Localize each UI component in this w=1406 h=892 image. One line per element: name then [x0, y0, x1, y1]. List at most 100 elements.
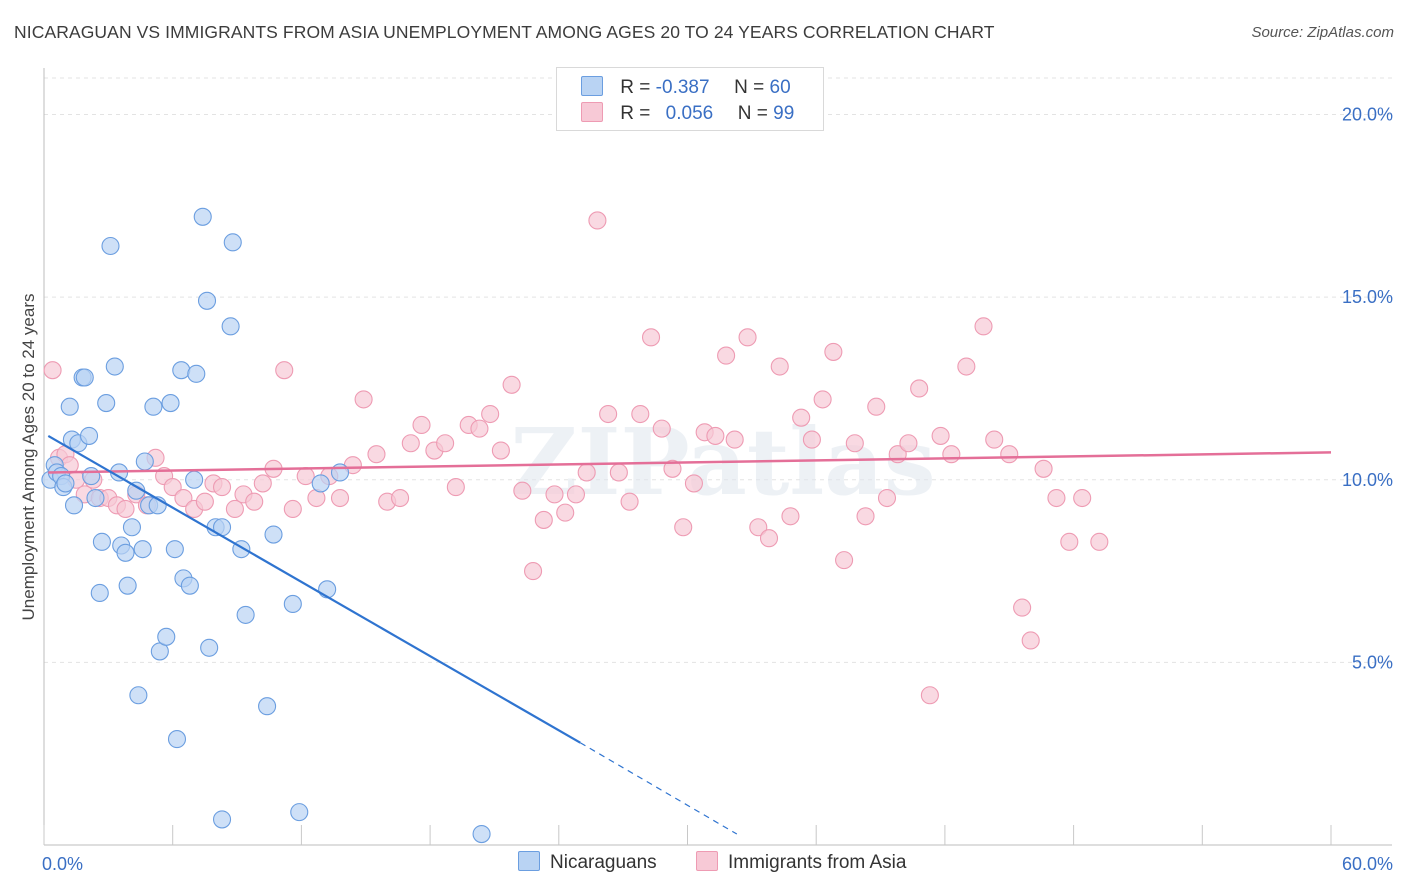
nicaraguans-point: [283, 594, 302, 613]
nicaraguans-legend-swatch: [518, 851, 540, 871]
asia-point: [212, 478, 232, 497]
asia-point: [684, 474, 703, 493]
asia-point: [609, 463, 628, 482]
asia-point: [792, 408, 811, 427]
n-value: 60: [769, 77, 791, 98]
nicaraguans-point: [75, 368, 94, 387]
y-axis-title: Unemployment Among Ages 20 to 24 years: [19, 294, 38, 621]
nicaraguans-point: [157, 627, 176, 646]
asia-series: [43, 211, 1109, 705]
nicaraguans-point: [165, 540, 184, 559]
nicaraguans-point: [318, 580, 337, 599]
asia-point: [1073, 488, 1092, 508]
asia-point: [749, 518, 768, 537]
asia-point: [813, 390, 832, 409]
asia-point: [524, 562, 543, 581]
nicaraguans-series: [41, 207, 491, 844]
legend-label: Nicaraguans: [550, 852, 657, 873]
asia-point: [1060, 532, 1079, 551]
nicaraguans-point: [311, 474, 330, 493]
nicaraguans-point: [105, 357, 124, 376]
asia-point: [446, 478, 465, 497]
asia-point: [354, 390, 373, 409]
asia-point: [566, 485, 586, 504]
asia-point: [1000, 445, 1019, 464]
y-tick-label: 10.0%: [1342, 470, 1393, 490]
nicaraguans-point: [97, 394, 116, 413]
asia-point: [781, 507, 800, 526]
asia-point: [652, 419, 671, 438]
asia-point: [599, 404, 618, 424]
x-tick-label: 0.0%: [42, 854, 83, 874]
legend-row-asia: R = 0.056 N = 99: [581, 102, 794, 128]
asia-point: [1021, 631, 1040, 650]
asia-point: [856, 507, 875, 526]
asia-point: [491, 441, 510, 460]
asia-point: [245, 492, 264, 511]
asia-point: [401, 434, 420, 453]
correlation-legend: R = -0.387 N = 60 R = 0.056 N = 99: [556, 67, 824, 131]
asia-point: [1034, 459, 1053, 478]
nicaraguans-point: [60, 397, 79, 416]
legend-item-nicaraguans: Nicaraguans: [518, 851, 657, 874]
nicaraguans-point: [330, 463, 350, 482]
x-tick-label: 60.0%: [1342, 854, 1393, 874]
r-value: 0.056: [665, 103, 714, 124]
asia-trend-line: [48, 451, 1332, 474]
n-label: N =: [737, 103, 768, 124]
asia-point: [43, 361, 62, 380]
nicaraguans-point: [236, 605, 255, 624]
asia-point: [534, 510, 553, 529]
y-tick-label: 5.0%: [1352, 652, 1393, 672]
asia-point: [899, 434, 918, 453]
nicaraguans-point: [221, 317, 240, 336]
legend-row-nicaraguans: R = -0.387 N = 60: [581, 76, 791, 102]
nicaraguans-point: [64, 496, 84, 515]
asia-point: [174, 488, 193, 508]
asia-point: [663, 459, 682, 478]
nicaraguans-point: [258, 697, 277, 716]
nicaraguans-point: [212, 810, 232, 829]
asia-point: [1090, 532, 1109, 551]
asia-point: [835, 551, 854, 570]
asia-point: [867, 397, 886, 416]
nicaraguans-point: [82, 467, 101, 486]
asia-point: [931, 426, 950, 445]
asia-point: [725, 430, 744, 449]
legend-item-asia: Immigrants from Asia: [696, 851, 906, 874]
asia-point: [556, 503, 575, 522]
asia-point: [845, 434, 864, 453]
asia-point: [910, 379, 929, 398]
nicaraguans-point: [116, 543, 135, 562]
chart-title: NICARAGUAN VS IMMIGRANTS FROM ASIA UNEMP…: [14, 22, 995, 42]
asia-point: [545, 485, 564, 504]
nicaraguans-point: [135, 452, 154, 471]
nicaraguans-point: [187, 364, 206, 383]
nicaraguans-point: [472, 824, 491, 844]
asia-point: [985, 430, 1004, 449]
asia-point: [502, 375, 521, 394]
asia-point: [436, 434, 455, 453]
r-label: R =: [620, 77, 651, 98]
nicaraguans-point: [185, 470, 204, 489]
asia-point: [802, 430, 821, 449]
asia-point: [588, 211, 607, 230]
asia-point: [481, 404, 500, 424]
n-value: 99: [773, 103, 795, 124]
nicaraguans-point: [172, 361, 191, 380]
asia-legend-swatch: [696, 851, 718, 871]
asia-point: [717, 346, 736, 365]
nicaraguans-point: [122, 518, 141, 537]
nicaraguans-point: [180, 576, 199, 595]
nicaraguans-point: [167, 730, 187, 749]
nicaraguans-point: [197, 291, 217, 310]
asia-point: [513, 481, 532, 500]
source-label: Source: ZipAtlas.com: [1251, 24, 1394, 41]
legend-label: Immigrants from Asia: [728, 852, 907, 873]
nicaraguans-point: [264, 525, 283, 544]
nicaraguans-point: [79, 426, 99, 445]
asia-point: [1047, 488, 1066, 508]
y-tick-label: 20.0%: [1342, 105, 1393, 125]
r-label: R =: [620, 103, 651, 124]
